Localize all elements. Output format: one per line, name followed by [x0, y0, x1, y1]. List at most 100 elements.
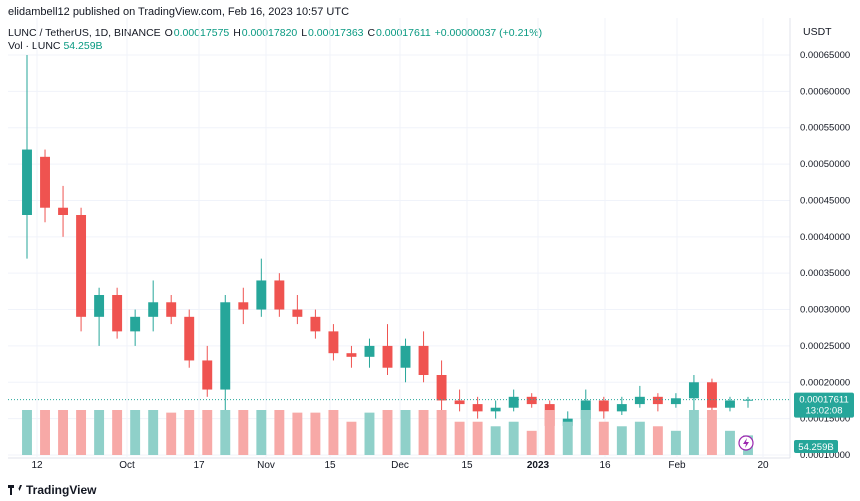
volume-bar	[328, 410, 339, 455]
candle-body	[652, 396, 663, 405]
candle-body	[220, 302, 231, 390]
candle-body	[238, 302, 249, 310]
candle-body	[40, 156, 50, 208]
change-value: +0.00000037 (+0.21%)	[434, 27, 543, 39]
volume-bar	[688, 410, 699, 455]
volume-bar	[112, 410, 123, 455]
high-label: H	[233, 27, 241, 39]
volume-bar	[725, 430, 735, 455]
candle-body	[634, 396, 645, 405]
candle-body	[598, 400, 609, 412]
volume-bar	[652, 426, 663, 455]
candle-body	[364, 345, 375, 357]
volume-bar	[490, 426, 501, 455]
tradingview-brand: TradingView	[26, 483, 97, 497]
candle-body	[436, 375, 447, 401]
volume-bar	[743, 435, 753, 455]
candle-body	[743, 399, 753, 401]
volume-bar	[130, 410, 141, 455]
open-label: O	[164, 27, 173, 39]
candle-body	[562, 418, 573, 426]
volume-bar	[22, 410, 32, 455]
candle-body	[346, 353, 357, 357]
tradingview-footer[interactable]: TradingView	[8, 483, 96, 497]
y-tick-label: 0.00010000	[800, 450, 850, 461]
candle-body	[166, 302, 177, 317]
volume-bar	[454, 421, 465, 455]
volume-bar	[94, 410, 105, 455]
candle-body	[418, 345, 429, 375]
volume-bar	[148, 410, 159, 455]
candle-body	[256, 280, 267, 310]
volume-bar	[382, 410, 393, 455]
volume-bar	[634, 421, 645, 455]
volume-bar	[508, 421, 519, 455]
candle-body	[400, 345, 411, 368]
candle-body	[454, 400, 465, 405]
volume-bar	[418, 410, 429, 455]
volume-bar	[526, 430, 537, 455]
candle-body	[382, 345, 393, 368]
volume-label: Vol · LUNC	[8, 40, 61, 52]
countdown-label: 13:02:08	[806, 406, 843, 417]
volume-bar	[472, 421, 483, 455]
volume-bar	[76, 410, 87, 455]
y-tick-label: 0.00040000	[800, 232, 850, 243]
volume-bar	[238, 410, 249, 455]
candle-body	[94, 295, 105, 317]
last-price-label: 0.00017611	[799, 395, 849, 406]
y-tick-label: 0.00030000	[800, 305, 850, 316]
currency-label: USDT	[803, 26, 832, 38]
candle-body	[580, 400, 591, 419]
volume-legend: Vol · LUNC 54.259B	[8, 40, 103, 52]
volume-bar	[616, 426, 627, 455]
volume-bar	[220, 410, 231, 455]
x-tick-label: 15	[324, 460, 336, 471]
x-tick-label: 20	[757, 460, 769, 471]
y-tick-label: 0.00035000	[800, 268, 850, 279]
high-value: 0.00017820	[241, 27, 298, 39]
volume-bar	[256, 410, 267, 455]
volume-bar	[706, 410, 717, 455]
volume-bar	[184, 410, 195, 455]
volume-bar	[544, 410, 555, 455]
candle-body	[274, 280, 285, 310]
candle-body	[472, 404, 483, 412]
candle-body	[508, 396, 519, 408]
candle-body	[490, 407, 501, 412]
candle-body	[328, 331, 339, 354]
close-value: 0.00017611	[376, 27, 431, 39]
volume-bar	[364, 412, 375, 455]
y-tick-label: 0.00015000	[800, 414, 850, 425]
volume-bar	[598, 421, 609, 455]
low-label: L	[301, 27, 308, 39]
y-tick-label: 0.00050000	[800, 159, 850, 170]
volume-badge	[794, 440, 838, 453]
x-tick-label: 2023	[527, 460, 550, 471]
symbol-name[interactable]: LUNC / TetherUS, 1D, BINANCE	[8, 27, 161, 39]
candle-body	[310, 316, 321, 332]
candle-body	[112, 295, 123, 332]
x-tick-label: Dec	[391, 460, 409, 471]
candle-body	[706, 382, 717, 408]
candle-body	[725, 400, 735, 408]
candle-body	[670, 398, 681, 405]
candle-body	[22, 149, 32, 215]
volume-bar	[292, 412, 303, 455]
volume-bar	[670, 430, 681, 455]
volume-bar	[40, 410, 50, 455]
x-tick-label: Feb	[668, 460, 686, 471]
volume-bar	[562, 421, 573, 455]
candle-body	[58, 207, 69, 215]
x-tick-label: 16	[599, 460, 611, 471]
volume-bar	[166, 412, 177, 455]
candle-body	[544, 404, 555, 426]
low-value: 0.00017363	[308, 27, 364, 39]
x-tick-label: 15	[461, 460, 473, 471]
y-tick-label: 0.00020000	[800, 377, 850, 388]
volume-bar	[310, 412, 321, 455]
y-tick-label: 0.00055000	[800, 123, 850, 134]
candle-body	[184, 316, 195, 361]
candle-body	[202, 360, 213, 390]
